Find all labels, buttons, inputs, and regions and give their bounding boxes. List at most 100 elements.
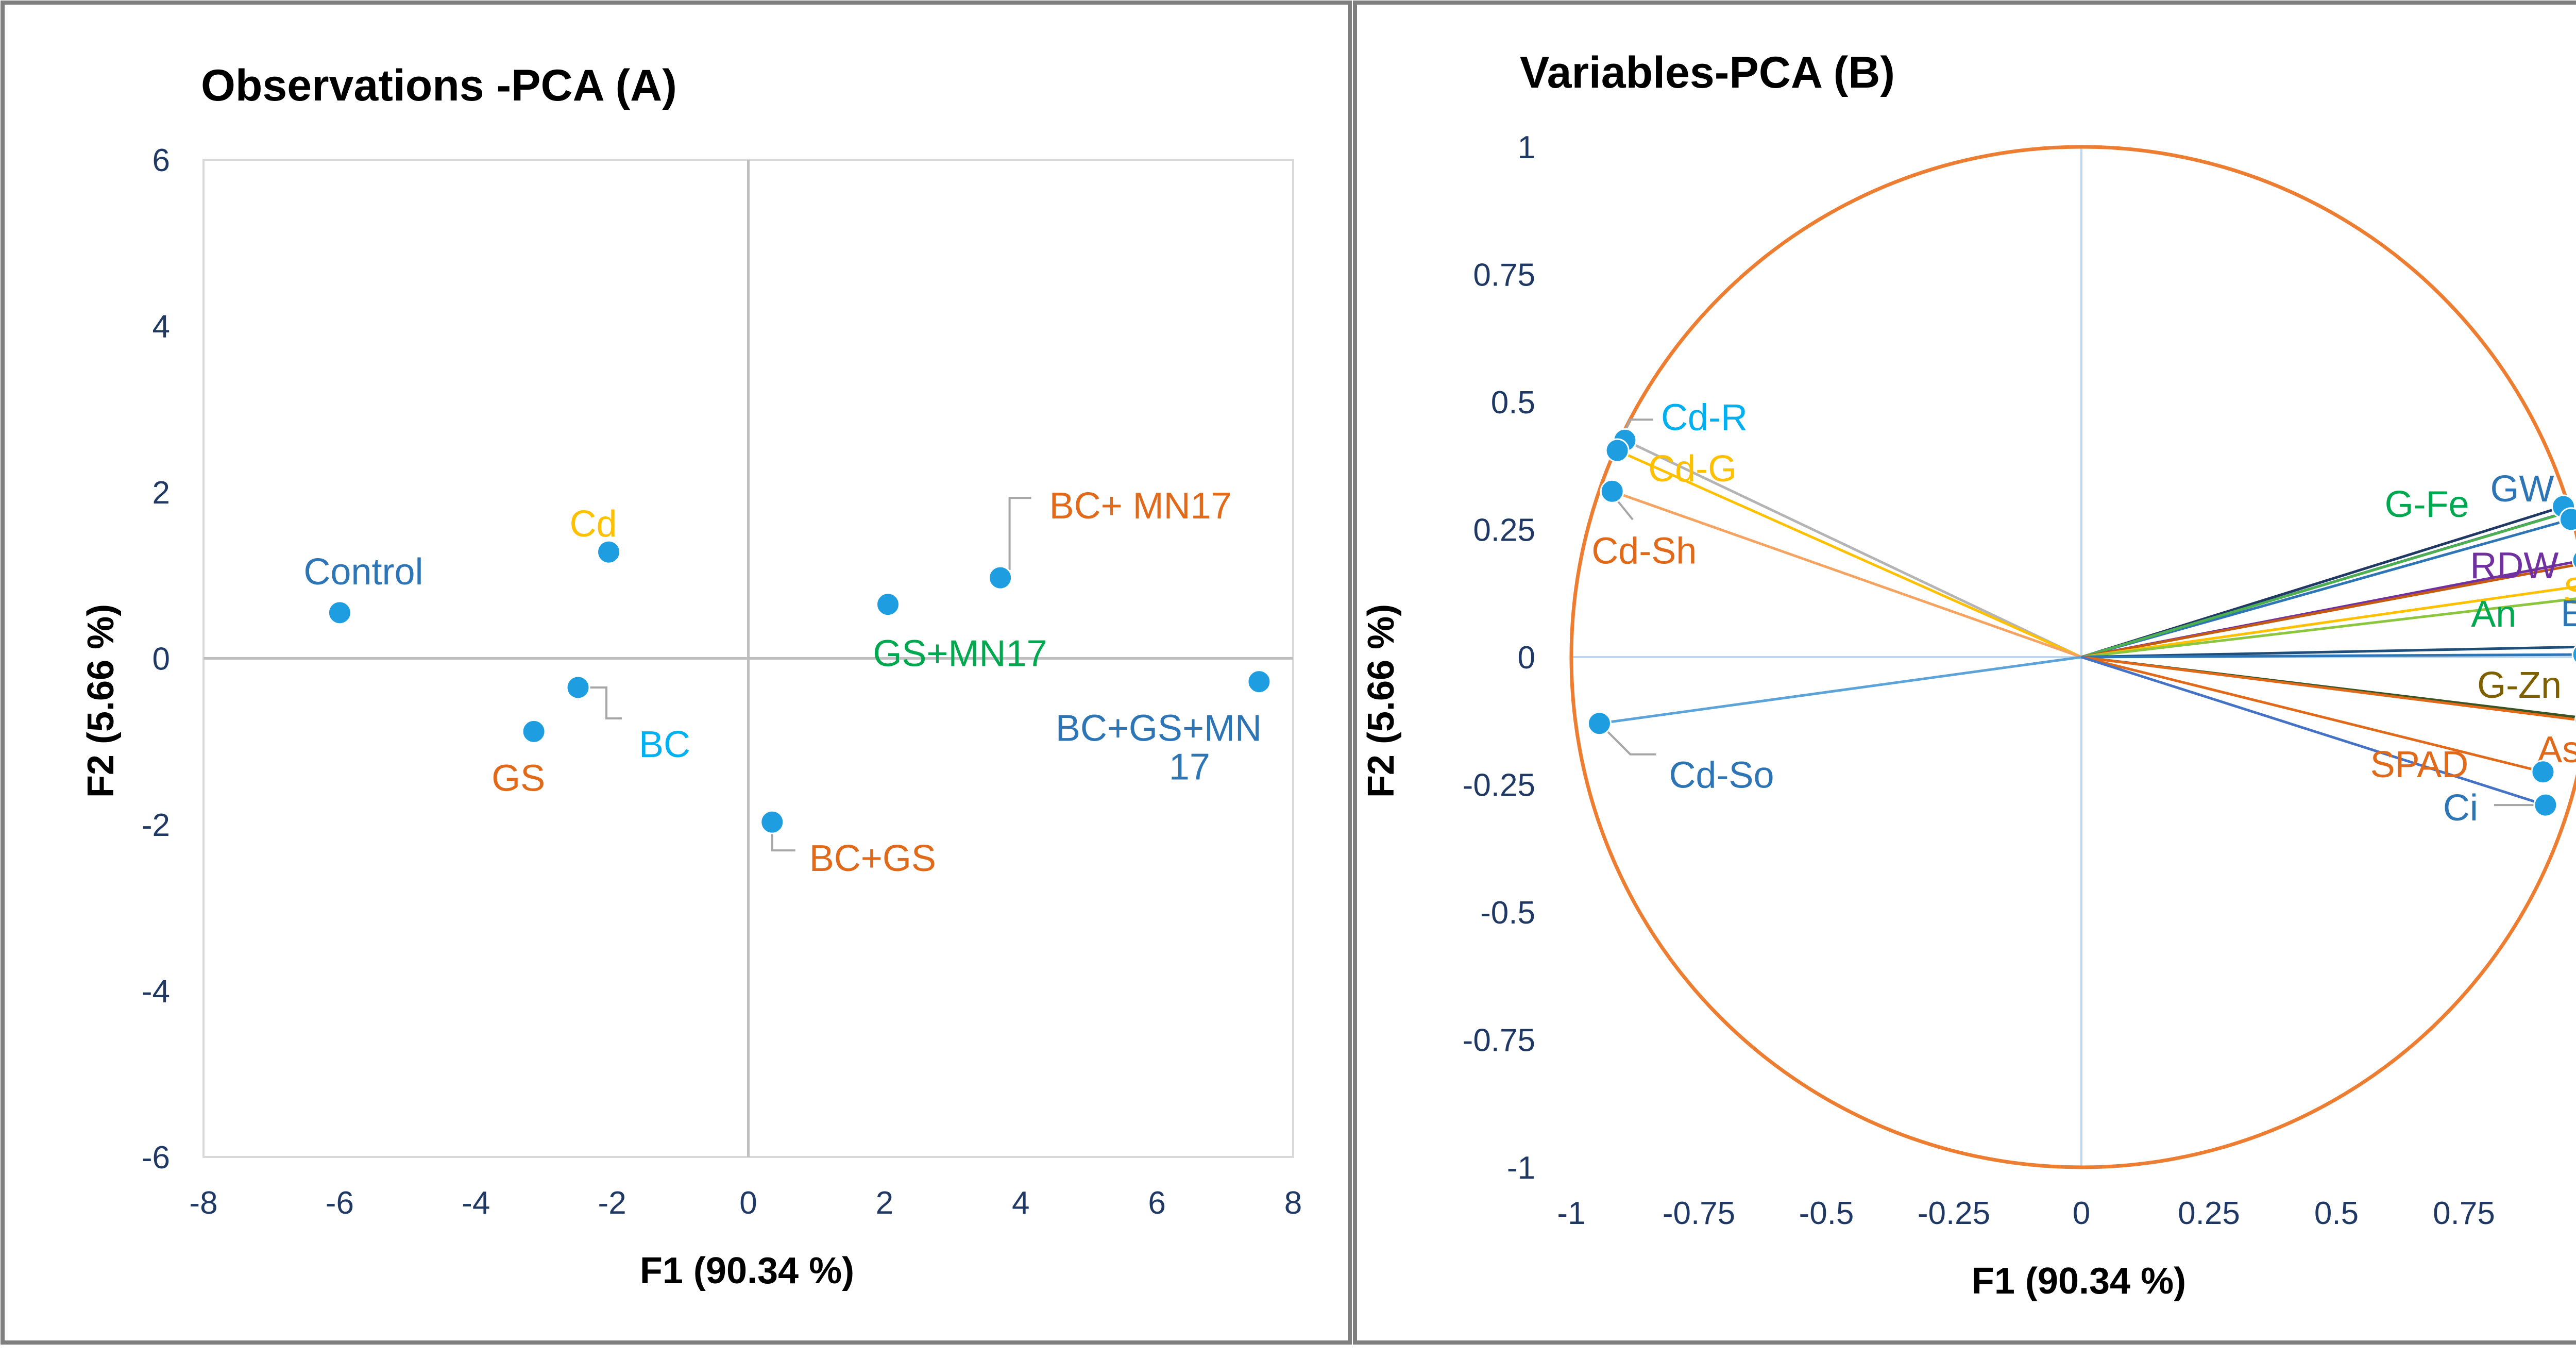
observations-y-tick-label: 4 (152, 309, 170, 345)
observation-leader-bc-gs (771, 833, 795, 852)
observations-y-tick-label: 6 (152, 143, 170, 178)
observation-point-gs-mn17 (875, 592, 900, 617)
variables-y-tick-label: -1 (1507, 1150, 1535, 1186)
variables-chart-title: Variables-PCA (B) (1520, 48, 1895, 97)
variables-y-tick-label: -0.75 (1463, 1023, 1535, 1059)
observations-x-tick-label: 4 (1012, 1185, 1029, 1221)
variables-chart: Variables-PCA (B) -1 -0.75 -0.5 -0.25 0 0.25 0… (1361, 48, 2576, 1302)
variables-x-tick-label: -0.25 (1918, 1196, 1990, 1231)
observation-label-cd: Cd (569, 504, 617, 545)
variable-point-spad (2531, 760, 2555, 784)
observation-leader-bc (587, 686, 622, 719)
variable-point-cd-g (1605, 438, 1630, 463)
variable-label-g-fe: G-Fe (2385, 484, 2469, 525)
variables-x-tick-label: -0.5 (1799, 1196, 1854, 1231)
observations-y-tick-label: 2 (152, 475, 170, 511)
variable-leader-cd-r (1624, 418, 1653, 432)
observation-label-bc-mn17: BC+ MN17 (1049, 485, 1232, 527)
observations-chart-title: Observations -PCA (A) (201, 61, 677, 110)
observations-x-tick-label: 0 (739, 1185, 757, 1221)
observation-label-bc-gs-mn-17: BC+GS+MN (1056, 708, 1262, 749)
variable-vector-fib (2081, 653, 2576, 659)
variables-y-tick-label: 0 (1518, 640, 1535, 676)
variables-x-tick-label: 0 (2073, 1196, 2090, 1231)
variable-vector-sdw (2081, 585, 2576, 659)
variables-y-tick-label: -0.5 (1480, 895, 1535, 931)
variable-point-ci (2533, 793, 2558, 817)
observations-chart: Observations -PCA (A) -8 -6 -4 -2 0 2 4 6 8 -6 -4 -… (80, 61, 1302, 1291)
variable-vector-cd-r (1624, 439, 2082, 659)
variables-x-tick-label: 0.5 (2314, 1196, 2359, 1231)
observation-point-gs (521, 719, 546, 744)
variable-vector-ci (2081, 656, 2546, 807)
variables-y-tick-label: 1 (1518, 130, 1535, 165)
variables-y-tick-label: -0.25 (1463, 768, 1535, 803)
observations-x-tick-label: -2 (598, 1185, 626, 1221)
variable-leader-cd-so (1606, 730, 1656, 756)
observation-label-control: Control (303, 551, 423, 593)
observations-y-tick-label: -6 (142, 1140, 170, 1176)
variable-point-fat (2558, 507, 2576, 532)
panel-a-frame (1, 1, 1352, 1345)
variables-y-tick-label: 0.5 (1491, 385, 1535, 421)
observation-point-bc-gs (760, 810, 785, 834)
observations-x-tick-label: -6 (326, 1185, 354, 1221)
variable-label-an: An (2471, 594, 2516, 635)
observations-x-tick-label: 6 (1148, 1185, 1165, 1221)
variables-x-tick-label: -0.75 (1663, 1196, 1735, 1231)
observation-label-bc-gs: BC+GS (809, 838, 936, 879)
variable-point-fib (2571, 645, 2576, 664)
variable-label-cd-sh: Cd-Sh (1591, 530, 1697, 572)
variable-vector-ash (2081, 656, 2576, 721)
observation-point-bc-gs-mn-17 (1247, 669, 1272, 694)
variable-point-cd-sh (1600, 479, 1624, 504)
variable-vector-fat (2081, 518, 2572, 659)
variable-label-pro: Pro (2574, 443, 2576, 484)
observation-label-gs-mn17: GS+MN17 (873, 633, 1047, 675)
observation-leader-bc-mn17 (1008, 497, 1031, 571)
variables-y-tick-label: 0.25 (1473, 513, 1535, 548)
observations-y-tick-label: 0 (152, 642, 170, 677)
observations-x-tick-label: -8 (189, 1185, 217, 1221)
observations-y-tick-label: -4 (142, 974, 170, 1010)
variable-label-cd-so: Cd-So (1669, 755, 1774, 796)
observation-point-bc-mn17 (988, 565, 1013, 590)
variable-vector-cd-sh (1612, 490, 2082, 659)
variable-vector-g-fe (2081, 513, 2562, 659)
observation-point-bc (566, 675, 590, 700)
variable-label-gw: GW (2490, 468, 2554, 510)
variable-leader-cd-sh (1616, 499, 1634, 521)
variable-label-cd-g: Cd-G (1648, 448, 1737, 490)
variables-x-tick-label: 0.75 (2433, 1196, 2495, 1231)
variable-point-ph (2571, 550, 2576, 569)
variables-y-axis-label: F2 (5.66 %) (1361, 604, 1402, 798)
variable-vector-cd-g (1617, 449, 2082, 659)
variable-vector-rdw (2081, 564, 2574, 659)
observation-label-bc-gs-mn-17: 17 (1169, 747, 1210, 788)
observations-x-tick-label: 8 (1284, 1185, 1302, 1221)
observation-label-gs: GS (492, 758, 545, 799)
observation-point-cd (597, 540, 621, 564)
variable-label-g-zn: G-Zn (2477, 665, 2562, 706)
variables-x-tick-label: -1 (1557, 1196, 1585, 1231)
variable-label-sdw: SDW (2563, 571, 2576, 612)
variable-label-et: ET (2561, 593, 2576, 634)
observations-y-tick-label: -2 (142, 808, 170, 843)
observations-x-tick-label: -4 (462, 1185, 490, 1221)
correlation-circle (1569, 145, 2576, 1169)
panel-b-frame (1353, 1, 2576, 1345)
variables-y-tick-label: 0.75 (1473, 258, 1535, 293)
variable-vector-an (2081, 597, 2576, 659)
variable-label-spad: SPAD (2370, 744, 2469, 785)
observations-y-axis-label: F2 (5.66 %) (80, 604, 122, 798)
variable-vector-spad (2081, 656, 2544, 774)
observations-x-axis-label: F1 (90.34 %) (640, 1250, 854, 1291)
observation-label-bc: BC (639, 724, 690, 765)
observation-point-control (327, 600, 352, 625)
variable-label-rdw: RDW (2470, 545, 2558, 586)
variable-label-ci: Ci (2443, 787, 2478, 829)
variables-x-tick-label: 0.25 (2178, 1196, 2240, 1231)
variable-point-cd-so (1587, 711, 1612, 736)
variables-x-axis-label: F1 (90.34 %) (1972, 1261, 2186, 1302)
